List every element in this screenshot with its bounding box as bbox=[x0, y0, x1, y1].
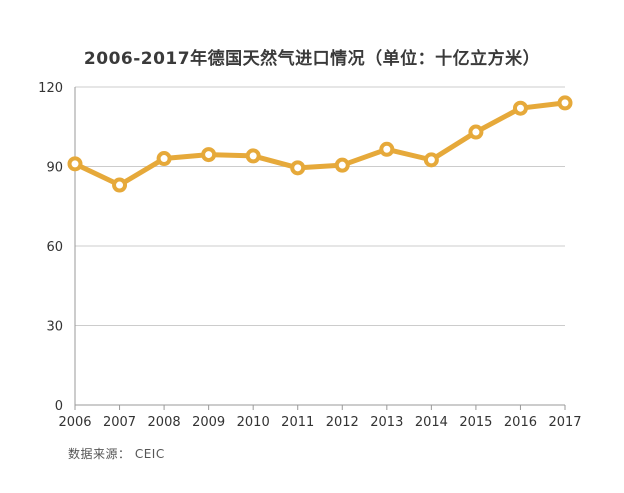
x-tick-label-2014: 2014 bbox=[415, 415, 448, 430]
y-tick-label-0: 0 bbox=[55, 399, 63, 414]
data-point-2017 bbox=[557, 95, 573, 111]
data-point-2007 bbox=[112, 177, 128, 193]
x-tick-label-2017: 2017 bbox=[548, 415, 581, 430]
y-tick-label-90: 90 bbox=[46, 161, 63, 176]
data-point-2015 bbox=[468, 124, 484, 140]
series-line-0 bbox=[72, 100, 568, 188]
series-layer bbox=[67, 95, 573, 193]
data-point-2014 bbox=[423, 152, 439, 168]
x-tick-label-2011: 2011 bbox=[281, 415, 314, 430]
data-point-2012 bbox=[334, 157, 350, 173]
y-tick-label-120: 120 bbox=[38, 81, 63, 96]
x-tick-label-2010: 2010 bbox=[237, 415, 270, 430]
data-point-2009 bbox=[201, 147, 217, 163]
chart-source: 数据来源： CEIC bbox=[68, 447, 165, 461]
data-point-2008 bbox=[156, 151, 172, 167]
x-tick-label-2006: 2006 bbox=[58, 415, 91, 430]
x-tick-label-2007: 2007 bbox=[103, 415, 136, 430]
axis-layer bbox=[74, 87, 566, 410]
x-tick-label-2015: 2015 bbox=[459, 415, 492, 430]
data-point-2010 bbox=[245, 148, 261, 164]
data-point-2013 bbox=[379, 141, 395, 157]
tick-label-layer: 0 30 60 90 120 2006 2007 2008 2009 2010 2011 2012 20… bbox=[38, 81, 581, 430]
x-tick-label-2008: 2008 bbox=[148, 415, 181, 430]
x-tick-label-2009: 2009 bbox=[192, 415, 225, 430]
data-point-2011 bbox=[290, 160, 306, 176]
y-tick-label-30: 30 bbox=[46, 320, 63, 335]
x-tick-label-2012: 2012 bbox=[326, 415, 359, 430]
data-point-2006 bbox=[67, 156, 83, 172]
y-tick-label-60: 60 bbox=[46, 240, 63, 255]
data-point-2016 bbox=[512, 100, 528, 116]
x-tick-label-2016: 2016 bbox=[504, 415, 537, 430]
x-tick-label-2013: 2013 bbox=[370, 415, 403, 430]
chart-title: 2006-2017年德国天然气进口情况（单位：十亿立方米） bbox=[83, 49, 541, 69]
